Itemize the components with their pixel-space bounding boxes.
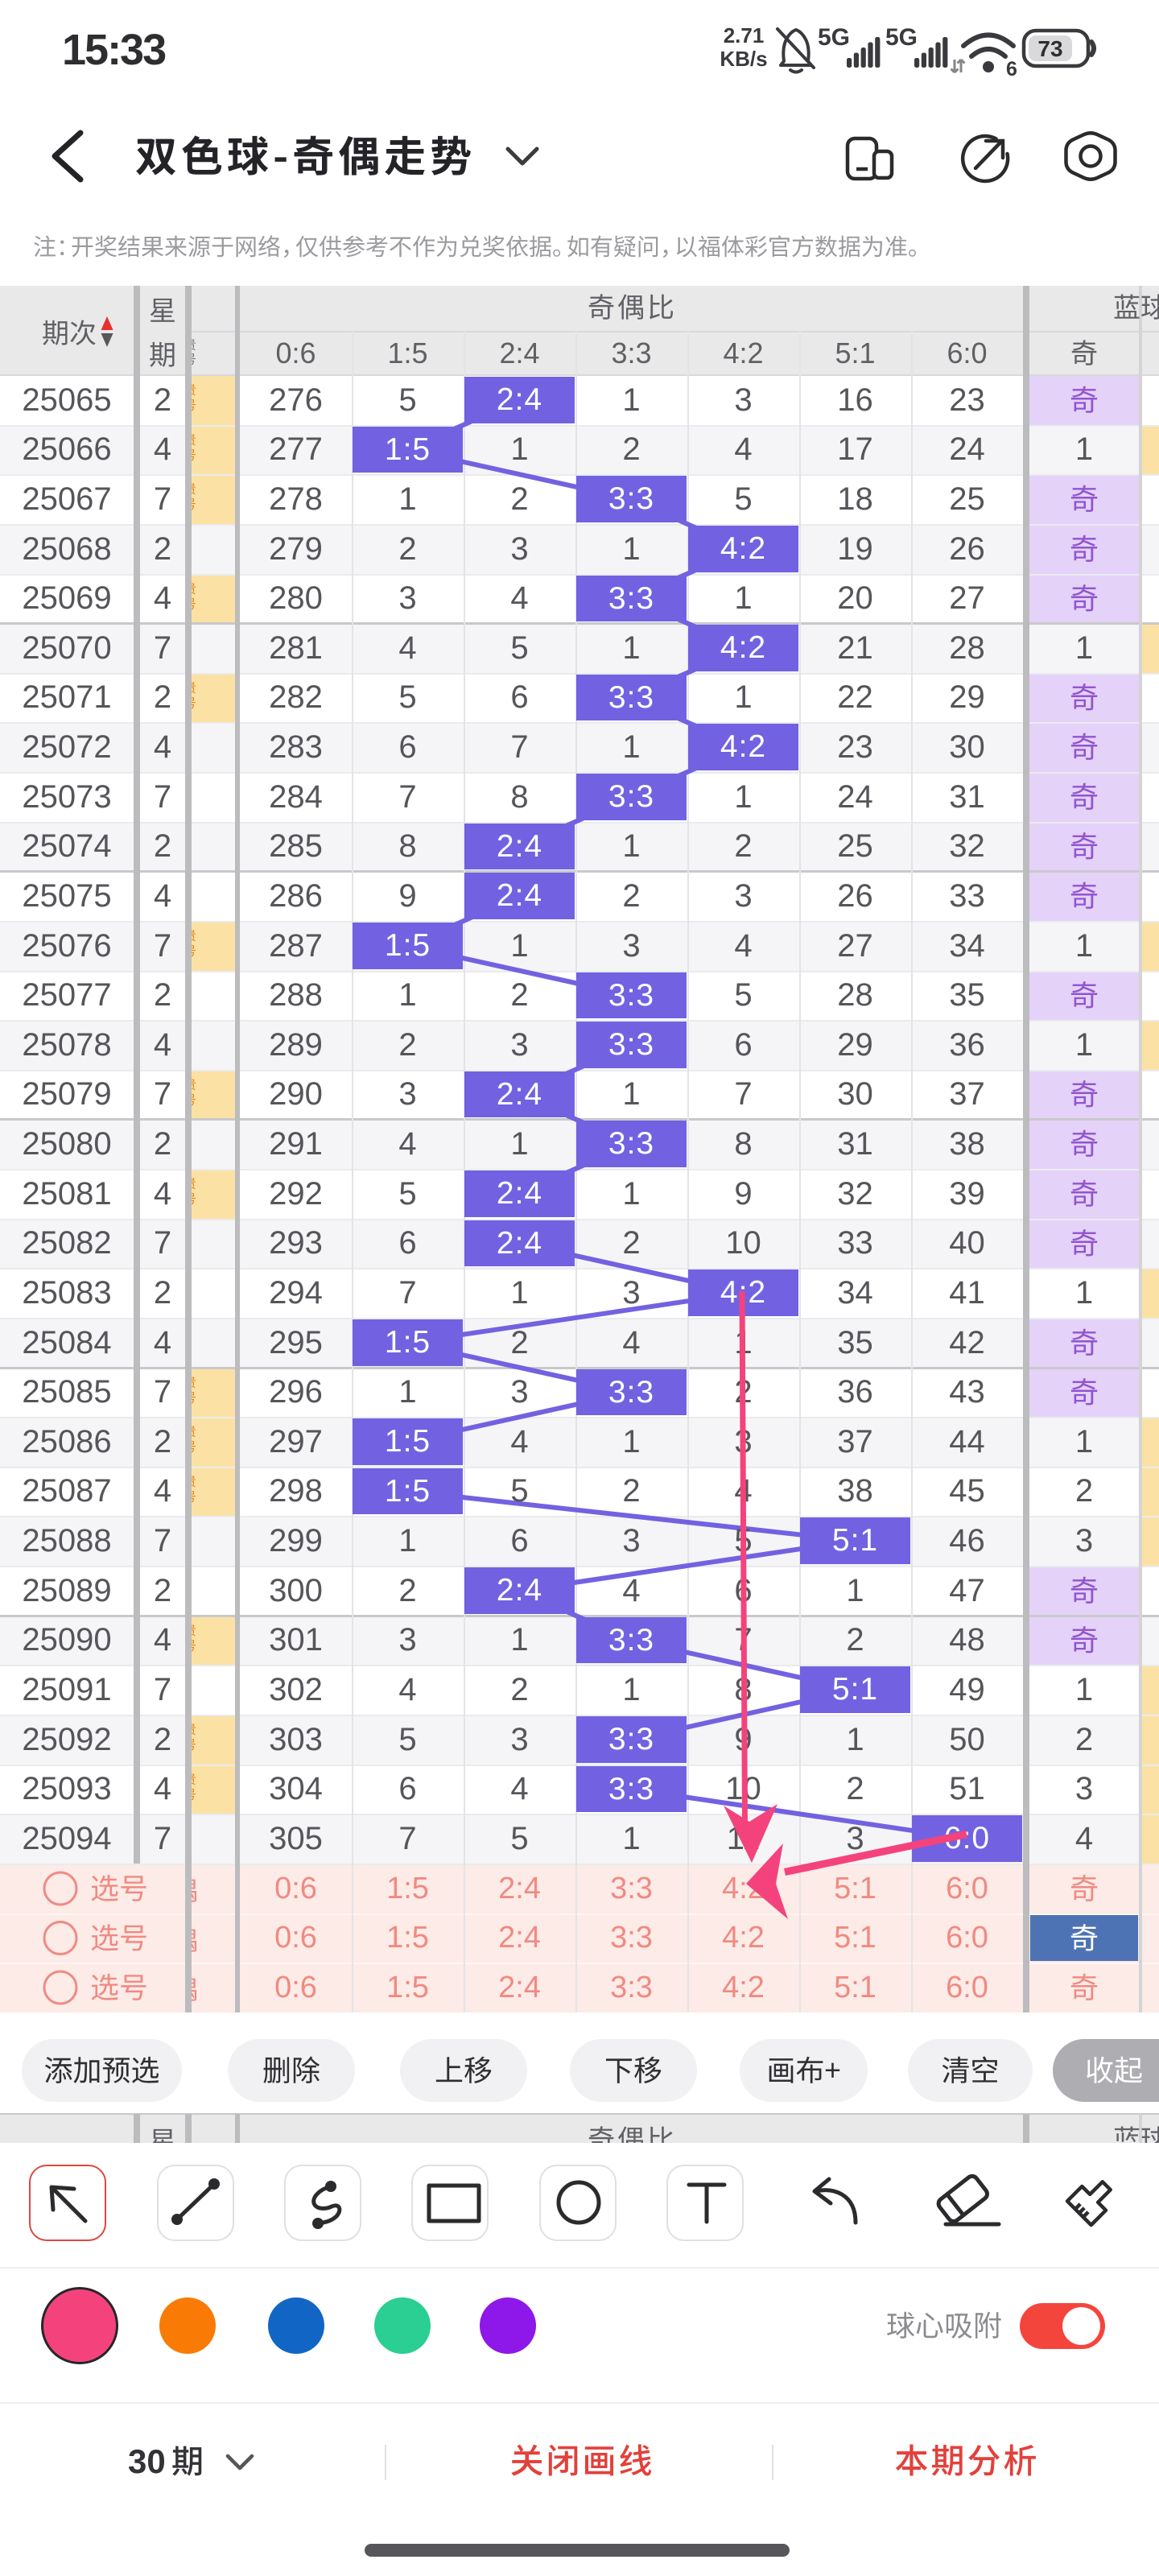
svg-text:73: 73 [1037, 36, 1062, 61]
svg-text:6: 6 [1006, 58, 1017, 80]
